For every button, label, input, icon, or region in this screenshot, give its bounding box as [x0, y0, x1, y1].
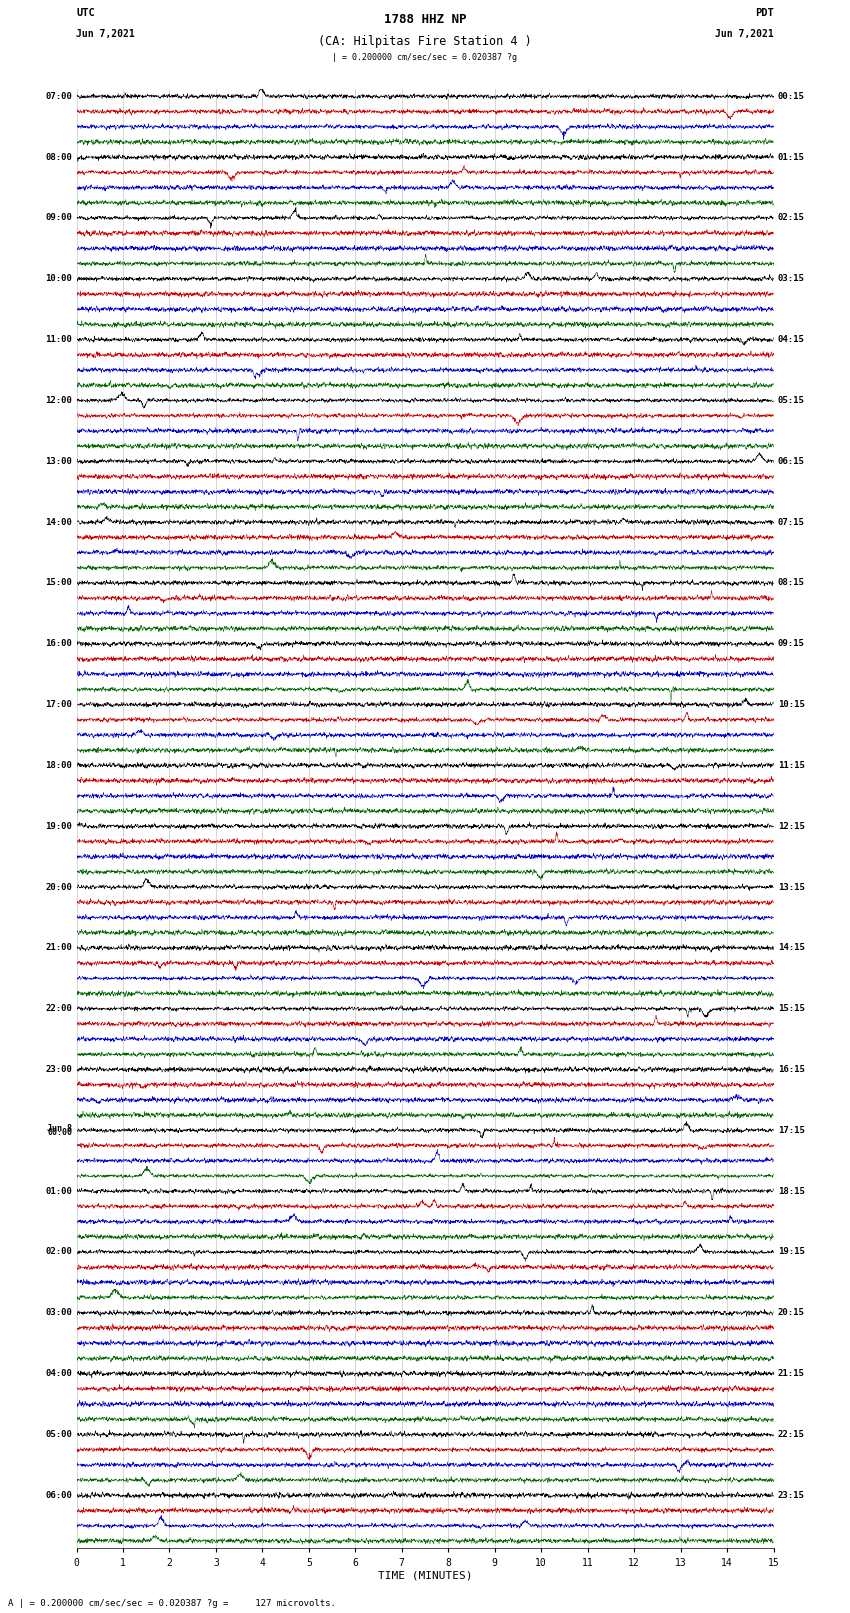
- Text: 08:15: 08:15: [778, 579, 805, 587]
- Text: 15:15: 15:15: [778, 1005, 805, 1013]
- Text: 04:15: 04:15: [778, 336, 805, 344]
- Text: 19:00: 19:00: [45, 821, 72, 831]
- Text: (CA: Hilpitas Fire Station 4 ): (CA: Hilpitas Fire Station 4 ): [318, 35, 532, 48]
- Text: 20:15: 20:15: [778, 1308, 805, 1318]
- Text: 05:00: 05:00: [45, 1431, 72, 1439]
- Text: 02:00: 02:00: [45, 1247, 72, 1257]
- Text: 14:15: 14:15: [778, 944, 805, 952]
- Text: 15:00: 15:00: [45, 579, 72, 587]
- X-axis label: TIME (MINUTES): TIME (MINUTES): [377, 1571, 473, 1581]
- Text: 12:00: 12:00: [45, 395, 72, 405]
- Text: 11:00: 11:00: [45, 336, 72, 344]
- Text: | = 0.200000 cm/sec/sec = 0.020387 ?g: | = 0.200000 cm/sec/sec = 0.020387 ?g: [332, 53, 518, 63]
- Text: 23:00: 23:00: [45, 1065, 72, 1074]
- Text: 07:00: 07:00: [45, 92, 72, 102]
- Text: 18:00: 18:00: [45, 761, 72, 769]
- Text: 13:15: 13:15: [778, 882, 805, 892]
- Text: 05:15: 05:15: [778, 395, 805, 405]
- Text: A | = 0.200000 cm/sec/sec = 0.020387 ?g =     127 microvolts.: A | = 0.200000 cm/sec/sec = 0.020387 ?g …: [8, 1598, 337, 1608]
- Text: 09:15: 09:15: [778, 639, 805, 648]
- Text: Jun 7,2021: Jun 7,2021: [76, 29, 135, 39]
- Text: 14:00: 14:00: [45, 518, 72, 526]
- Text: 23:15: 23:15: [778, 1490, 805, 1500]
- Text: 12:15: 12:15: [778, 821, 805, 831]
- Text: 04:00: 04:00: [45, 1369, 72, 1378]
- Text: 00:15: 00:15: [778, 92, 805, 102]
- Text: 01:00: 01:00: [45, 1187, 72, 1195]
- Text: 00:00: 00:00: [48, 1127, 72, 1137]
- Text: 03:00: 03:00: [45, 1308, 72, 1318]
- Text: 16:15: 16:15: [778, 1065, 805, 1074]
- Text: 01:15: 01:15: [778, 153, 805, 161]
- Text: 06:00: 06:00: [45, 1490, 72, 1500]
- Text: PDT: PDT: [755, 8, 774, 18]
- Text: UTC: UTC: [76, 8, 95, 18]
- Text: Jun 7,2021: Jun 7,2021: [715, 29, 774, 39]
- Text: Jun 8: Jun 8: [48, 1124, 72, 1132]
- Text: 1788 HHZ NP: 1788 HHZ NP: [383, 13, 467, 26]
- Text: 21:15: 21:15: [778, 1369, 805, 1378]
- Text: 22:00: 22:00: [45, 1005, 72, 1013]
- Text: 07:15: 07:15: [778, 518, 805, 526]
- Text: 03:15: 03:15: [778, 274, 805, 284]
- Text: 18:15: 18:15: [778, 1187, 805, 1195]
- Text: 17:15: 17:15: [778, 1126, 805, 1136]
- Text: 09:00: 09:00: [45, 213, 72, 223]
- Text: 13:00: 13:00: [45, 456, 72, 466]
- Text: 16:00: 16:00: [45, 639, 72, 648]
- Text: 17:00: 17:00: [45, 700, 72, 710]
- Text: 11:15: 11:15: [778, 761, 805, 769]
- Text: 21:00: 21:00: [45, 944, 72, 952]
- Text: 20:00: 20:00: [45, 882, 72, 892]
- Text: 02:15: 02:15: [778, 213, 805, 223]
- Text: 10:00: 10:00: [45, 274, 72, 284]
- Text: 19:15: 19:15: [778, 1247, 805, 1257]
- Text: 08:00: 08:00: [45, 153, 72, 161]
- Text: 10:15: 10:15: [778, 700, 805, 710]
- Text: 22:15: 22:15: [778, 1431, 805, 1439]
- Text: 06:15: 06:15: [778, 456, 805, 466]
